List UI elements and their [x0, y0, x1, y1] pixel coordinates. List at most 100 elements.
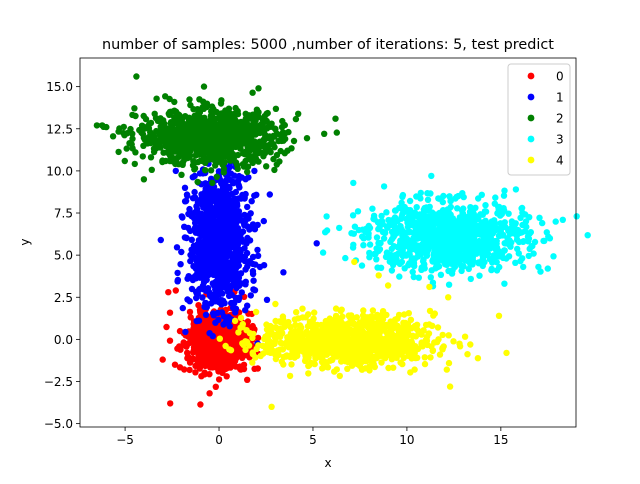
data-point-3 — [439, 198, 446, 206]
data-point-1 — [207, 292, 215, 299]
data-point-3 — [525, 252, 532, 260]
data-point-3 — [426, 203, 433, 210]
data-point-4 — [328, 332, 335, 339]
data-point-2 — [218, 127, 225, 135]
data-point-4 — [433, 338, 441, 346]
data-point-1 — [222, 239, 229, 246]
data-point-3 — [479, 211, 486, 218]
data-point-3 — [535, 263, 542, 271]
data-point-3 — [489, 259, 496, 266]
data-point-3 — [414, 242, 421, 249]
data-point-2 — [129, 111, 136, 119]
data-point-0 — [192, 369, 199, 376]
data-point-3 — [430, 249, 438, 257]
data-point-3 — [489, 225, 497, 232]
data-point-4 — [427, 354, 434, 361]
data-point-1 — [178, 213, 185, 220]
data-point-1 — [246, 226, 253, 233]
data-point-2 — [295, 110, 302, 118]
data-point-3 — [520, 263, 527, 271]
data-point-1 — [229, 199, 237, 207]
data-point-3 — [476, 272, 483, 279]
data-point-1 — [229, 178, 237, 185]
data-point-4 — [305, 348, 312, 355]
data-point-0 — [174, 345, 181, 352]
data-point-2 — [230, 116, 237, 124]
data-point-2 — [288, 145, 295, 152]
data-point-4 — [374, 311, 381, 319]
data-point-3 — [523, 223, 530, 231]
data-point-4 — [285, 318, 292, 326]
data-point-0 — [239, 354, 246, 361]
data-point-3 — [379, 220, 386, 228]
data-point-1 — [249, 267, 257, 275]
data-point-1 — [226, 316, 233, 323]
data-point-4 — [262, 344, 269, 351]
data-point-2 — [197, 157, 205, 164]
data-point-4 — [307, 359, 315, 366]
data-point-4 — [344, 365, 351, 372]
data-point-2 — [115, 128, 122, 135]
data-point-3 — [399, 206, 406, 213]
data-point-1 — [201, 263, 208, 271]
data-point-4 — [344, 356, 352, 363]
data-point-1 — [217, 210, 224, 217]
data-point-3 — [407, 220, 415, 227]
data-point-1 — [234, 263, 241, 270]
data-point-4 — [339, 313, 346, 320]
data-point-4 — [443, 366, 450, 373]
data-point-3 — [474, 226, 481, 234]
data-point-3 — [429, 242, 436, 249]
data-point-1 — [234, 225, 242, 232]
data-point-3 — [476, 237, 483, 245]
data-point-3 — [336, 224, 343, 232]
data-point-1 — [251, 167, 258, 175]
data-point-1 — [182, 197, 190, 205]
data-point-4 — [285, 344, 293, 351]
data-point-0 — [218, 351, 226, 359]
data-point-1 — [173, 244, 181, 251]
data-point-0 — [232, 354, 239, 361]
data-point-3 — [387, 252, 395, 260]
data-point-1 — [225, 207, 232, 214]
data-point-4 — [336, 372, 343, 380]
data-point-3 — [433, 214, 440, 221]
data-point-0 — [167, 400, 174, 407]
data-point-3 — [363, 225, 370, 232]
data-point-3 — [419, 240, 427, 248]
data-point-3 — [399, 193, 406, 200]
data-point-4 — [263, 326, 271, 333]
data-point-3 — [488, 265, 495, 273]
data-point-2 — [147, 154, 155, 161]
data-point-3 — [498, 250, 506, 257]
data-point-3 — [432, 219, 439, 226]
data-point-2 — [109, 133, 117, 140]
data-point-1 — [226, 285, 234, 292]
data-point-3 — [424, 196, 432, 203]
data-point-2 — [178, 145, 185, 153]
data-point-4 — [366, 367, 373, 374]
data-point-0 — [171, 361, 179, 368]
data-point-2 — [333, 129, 340, 136]
data-point-4 — [299, 305, 306, 312]
data-point-4 — [418, 341, 425, 349]
data-point-3 — [453, 231, 461, 238]
data-point-2 — [186, 96, 193, 103]
data-point-2 — [131, 105, 138, 112]
data-point-3 — [373, 234, 381, 241]
data-point-4 — [387, 334, 394, 341]
data-point-3 — [374, 264, 381, 271]
data-point-3 — [481, 223, 488, 230]
data-point-3 — [475, 260, 482, 267]
data-point-2 — [229, 138, 237, 145]
data-point-1 — [228, 190, 236, 197]
data-point-3 — [354, 208, 362, 215]
data-point-2 — [221, 150, 228, 157]
data-point-2 — [153, 127, 160, 135]
data-point-3 — [350, 179, 357, 187]
data-point-1 — [248, 198, 255, 205]
data-point-4 — [467, 341, 474, 348]
data-point-2 — [185, 134, 192, 141]
data-point-4 — [338, 306, 345, 313]
data-point-2 — [239, 161, 247, 168]
